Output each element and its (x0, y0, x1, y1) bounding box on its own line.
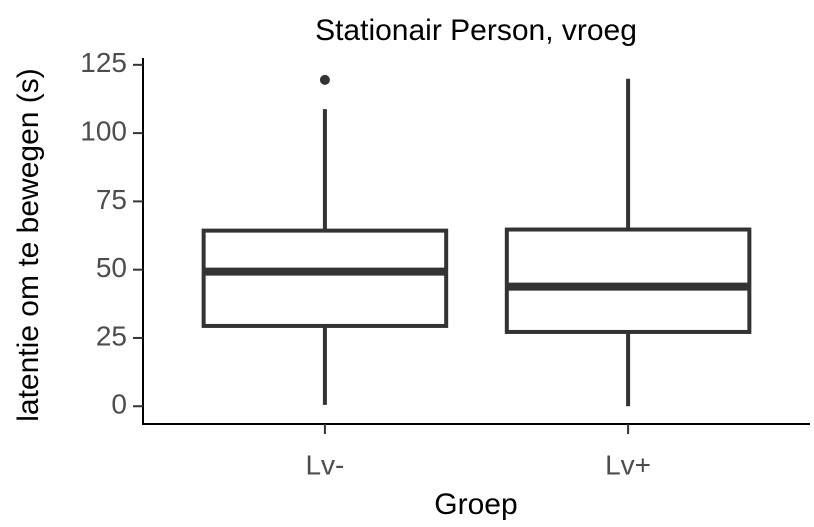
y-tick-label: 100 (80, 116, 127, 147)
y-axis-label: latentie om te bewegen (s) (12, 68, 45, 422)
y-tick-label: 0 (111, 389, 127, 420)
box (201, 228, 449, 328)
outlier (319, 74, 330, 85)
y-tick-label: 50 (96, 252, 127, 283)
x-tick-label: Lv+ (605, 449, 651, 480)
x-tick-label: Lv- (305, 449, 344, 480)
chart-title: Stationair Person, vroeg (315, 14, 637, 47)
y-tick-label: 75 (96, 184, 127, 215)
y-tick-label: 125 (80, 47, 127, 78)
x-axis-label: Groep (434, 488, 517, 521)
box (504, 227, 752, 334)
y-tick-label: 25 (96, 320, 127, 351)
